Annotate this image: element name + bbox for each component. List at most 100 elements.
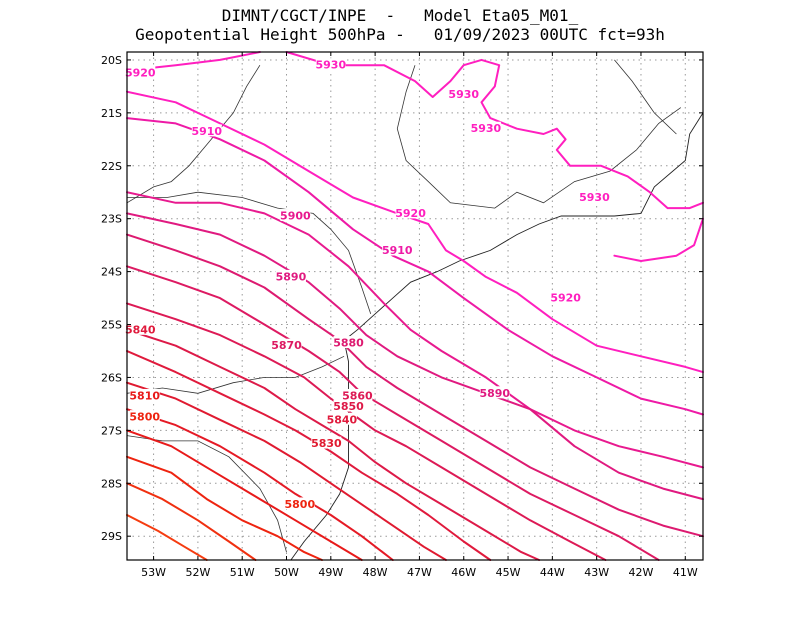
contour-5890 xyxy=(126,212,704,501)
contour-5880 xyxy=(126,233,704,538)
contour-label-bg xyxy=(382,243,413,256)
lat-tick-label: 28S xyxy=(101,477,122,490)
lat-tick-label: 27S xyxy=(101,424,122,437)
title-line-2: Geopotential Height 500hPa - 01/09/2023 … xyxy=(135,25,665,44)
contour-label-bg xyxy=(326,412,357,425)
lon-tick-label: 46W xyxy=(451,566,476,579)
lon-tick-label: 41W xyxy=(673,566,698,579)
contour-label: 5920 xyxy=(395,207,426,220)
contour-label: 5830 xyxy=(311,437,342,450)
contour-5840 xyxy=(126,350,492,561)
contour-label: 5910 xyxy=(191,125,222,138)
lat-lon-grid xyxy=(127,52,703,560)
state-border xyxy=(126,435,287,553)
contour-label-bg xyxy=(271,338,302,351)
contour-labels: 5920 5930 5930 5930 5910 5920 5930 5900 5910 5920… xyxy=(125,58,610,511)
contour-label-bg xyxy=(395,206,426,219)
contour-label-bg xyxy=(479,386,510,399)
contour-label: 5920 xyxy=(125,67,156,80)
contour-label: 5880 xyxy=(333,337,364,350)
contour-label: 5930 xyxy=(316,59,347,72)
lon-tick-label: 47W xyxy=(407,566,432,579)
contour-label-bg xyxy=(342,388,373,401)
latitude-ticks: 20S 21S 22S 23S 24S 25S 26S 27S 28S 29S xyxy=(101,54,703,543)
lon-tick-label: 48W xyxy=(363,566,388,579)
lat-tick-label: 21S xyxy=(101,107,122,120)
lon-tick-label: 45W xyxy=(496,566,521,579)
contour-label: 5920 xyxy=(550,292,581,305)
contour-5910 xyxy=(126,117,704,416)
contour-label-bg xyxy=(280,209,311,222)
contour-lines xyxy=(126,51,704,561)
lon-tick-label: 44W xyxy=(540,566,565,579)
lon-tick-label: 51W xyxy=(230,566,255,579)
contour-label-bg xyxy=(129,388,160,401)
contour-5820 xyxy=(126,408,394,561)
map-title: DIMNT/CGCT/INPE - Model Eta05_M01_ Geopo… xyxy=(0,6,800,44)
contour-label-bg xyxy=(333,399,364,412)
lat-tick-label: 26S xyxy=(101,371,122,384)
contour-label: 5900 xyxy=(280,210,311,223)
lat-tick-label: 24S xyxy=(101,266,122,279)
contour-5780 xyxy=(126,514,208,561)
contour-label-bg xyxy=(125,66,156,79)
contour-label: 5890 xyxy=(479,387,510,400)
contour-5790 xyxy=(126,482,257,561)
lon-tick-label: 42W xyxy=(629,566,654,579)
contour-label-bg xyxy=(550,291,581,304)
lat-tick-label: 25S xyxy=(101,319,122,332)
coastline-segment xyxy=(290,340,349,561)
contour-label-bg xyxy=(275,269,306,282)
contour-label: 5860 xyxy=(342,389,373,402)
lon-tick-label: 50W xyxy=(274,566,299,579)
contour-label: 5800 xyxy=(129,411,160,424)
coastline xyxy=(290,112,704,561)
lat-tick-label: 20S xyxy=(101,54,122,67)
map-frame xyxy=(126,51,704,561)
contour-label: 5930 xyxy=(471,122,502,135)
contour-label-bg xyxy=(470,121,501,134)
lon-tick-label: 52W xyxy=(185,566,210,579)
lon-tick-label: 53W xyxy=(141,566,166,579)
contour-5830 xyxy=(126,381,447,561)
contour-label: 5840 xyxy=(125,323,156,336)
lon-tick-label: 49W xyxy=(318,566,343,579)
lat-tick-label: 29S xyxy=(101,530,122,543)
contour-label-bg xyxy=(448,87,479,100)
contour-label-bg xyxy=(125,322,156,335)
contour-label: 5850 xyxy=(333,400,364,413)
contour-label: 5840 xyxy=(327,413,358,426)
contour-label-bg xyxy=(333,336,364,349)
title-line-1: DIMNT/CGCT/INPE - Model Eta05_M01_ xyxy=(221,6,579,25)
lon-tick-label: 43W xyxy=(584,566,609,579)
contour-label: 5890 xyxy=(276,270,307,283)
coastline-segment xyxy=(343,112,704,341)
contour-5860 xyxy=(126,302,607,561)
contour-label: 5930 xyxy=(448,88,479,101)
contour-5920 xyxy=(613,217,704,262)
contour-label-bg xyxy=(284,497,315,510)
longitude-ticks: 53W 52W 51W 50W 49W 48W 47W 46W 45W 44W 43W 42W 41W xyxy=(141,52,698,579)
contour-label: 5910 xyxy=(382,244,413,257)
contour-label-bg xyxy=(579,190,610,203)
lat-tick-label: 23S xyxy=(101,213,122,226)
contour-label: 5800 xyxy=(284,498,315,511)
contour-5930 xyxy=(285,51,704,210)
contour-label-bg xyxy=(129,410,160,423)
contour-label-bg xyxy=(315,58,346,71)
contour-5810 xyxy=(126,429,363,561)
contour-label: 5870 xyxy=(271,339,302,352)
state-border xyxy=(396,65,682,209)
state-border xyxy=(614,59,677,135)
contour-5920 xyxy=(126,90,704,374)
contour-label: 5930 xyxy=(579,191,610,204)
contour-label-bg xyxy=(191,124,222,137)
contour-5900 xyxy=(126,191,704,469)
contour-5800 xyxy=(126,455,323,561)
contour-5870 xyxy=(126,265,660,561)
contour-5850 xyxy=(126,328,541,561)
contour-label: 5810 xyxy=(129,389,160,402)
contour-label-bg xyxy=(311,436,342,449)
state-border xyxy=(126,64,261,204)
